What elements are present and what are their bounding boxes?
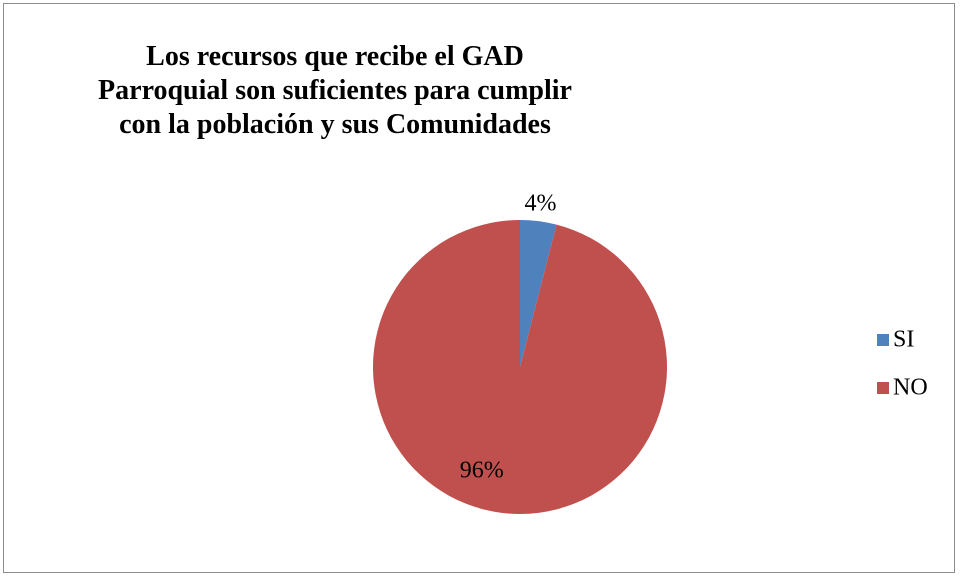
legend-swatch (877, 334, 889, 346)
chart-border (3, 3, 955, 573)
legend-swatch (877, 382, 889, 394)
pie-slice (520, 220, 557, 367)
chart-title: Los recursos que recibe el GAD Parroquia… (98, 41, 572, 140)
pie-slice (373, 220, 668, 514)
legend-label: NO (893, 375, 928, 401)
data-label: 4% (524, 191, 556, 217)
data-label: 96% (460, 458, 504, 484)
legend-label: SI (893, 327, 914, 353)
